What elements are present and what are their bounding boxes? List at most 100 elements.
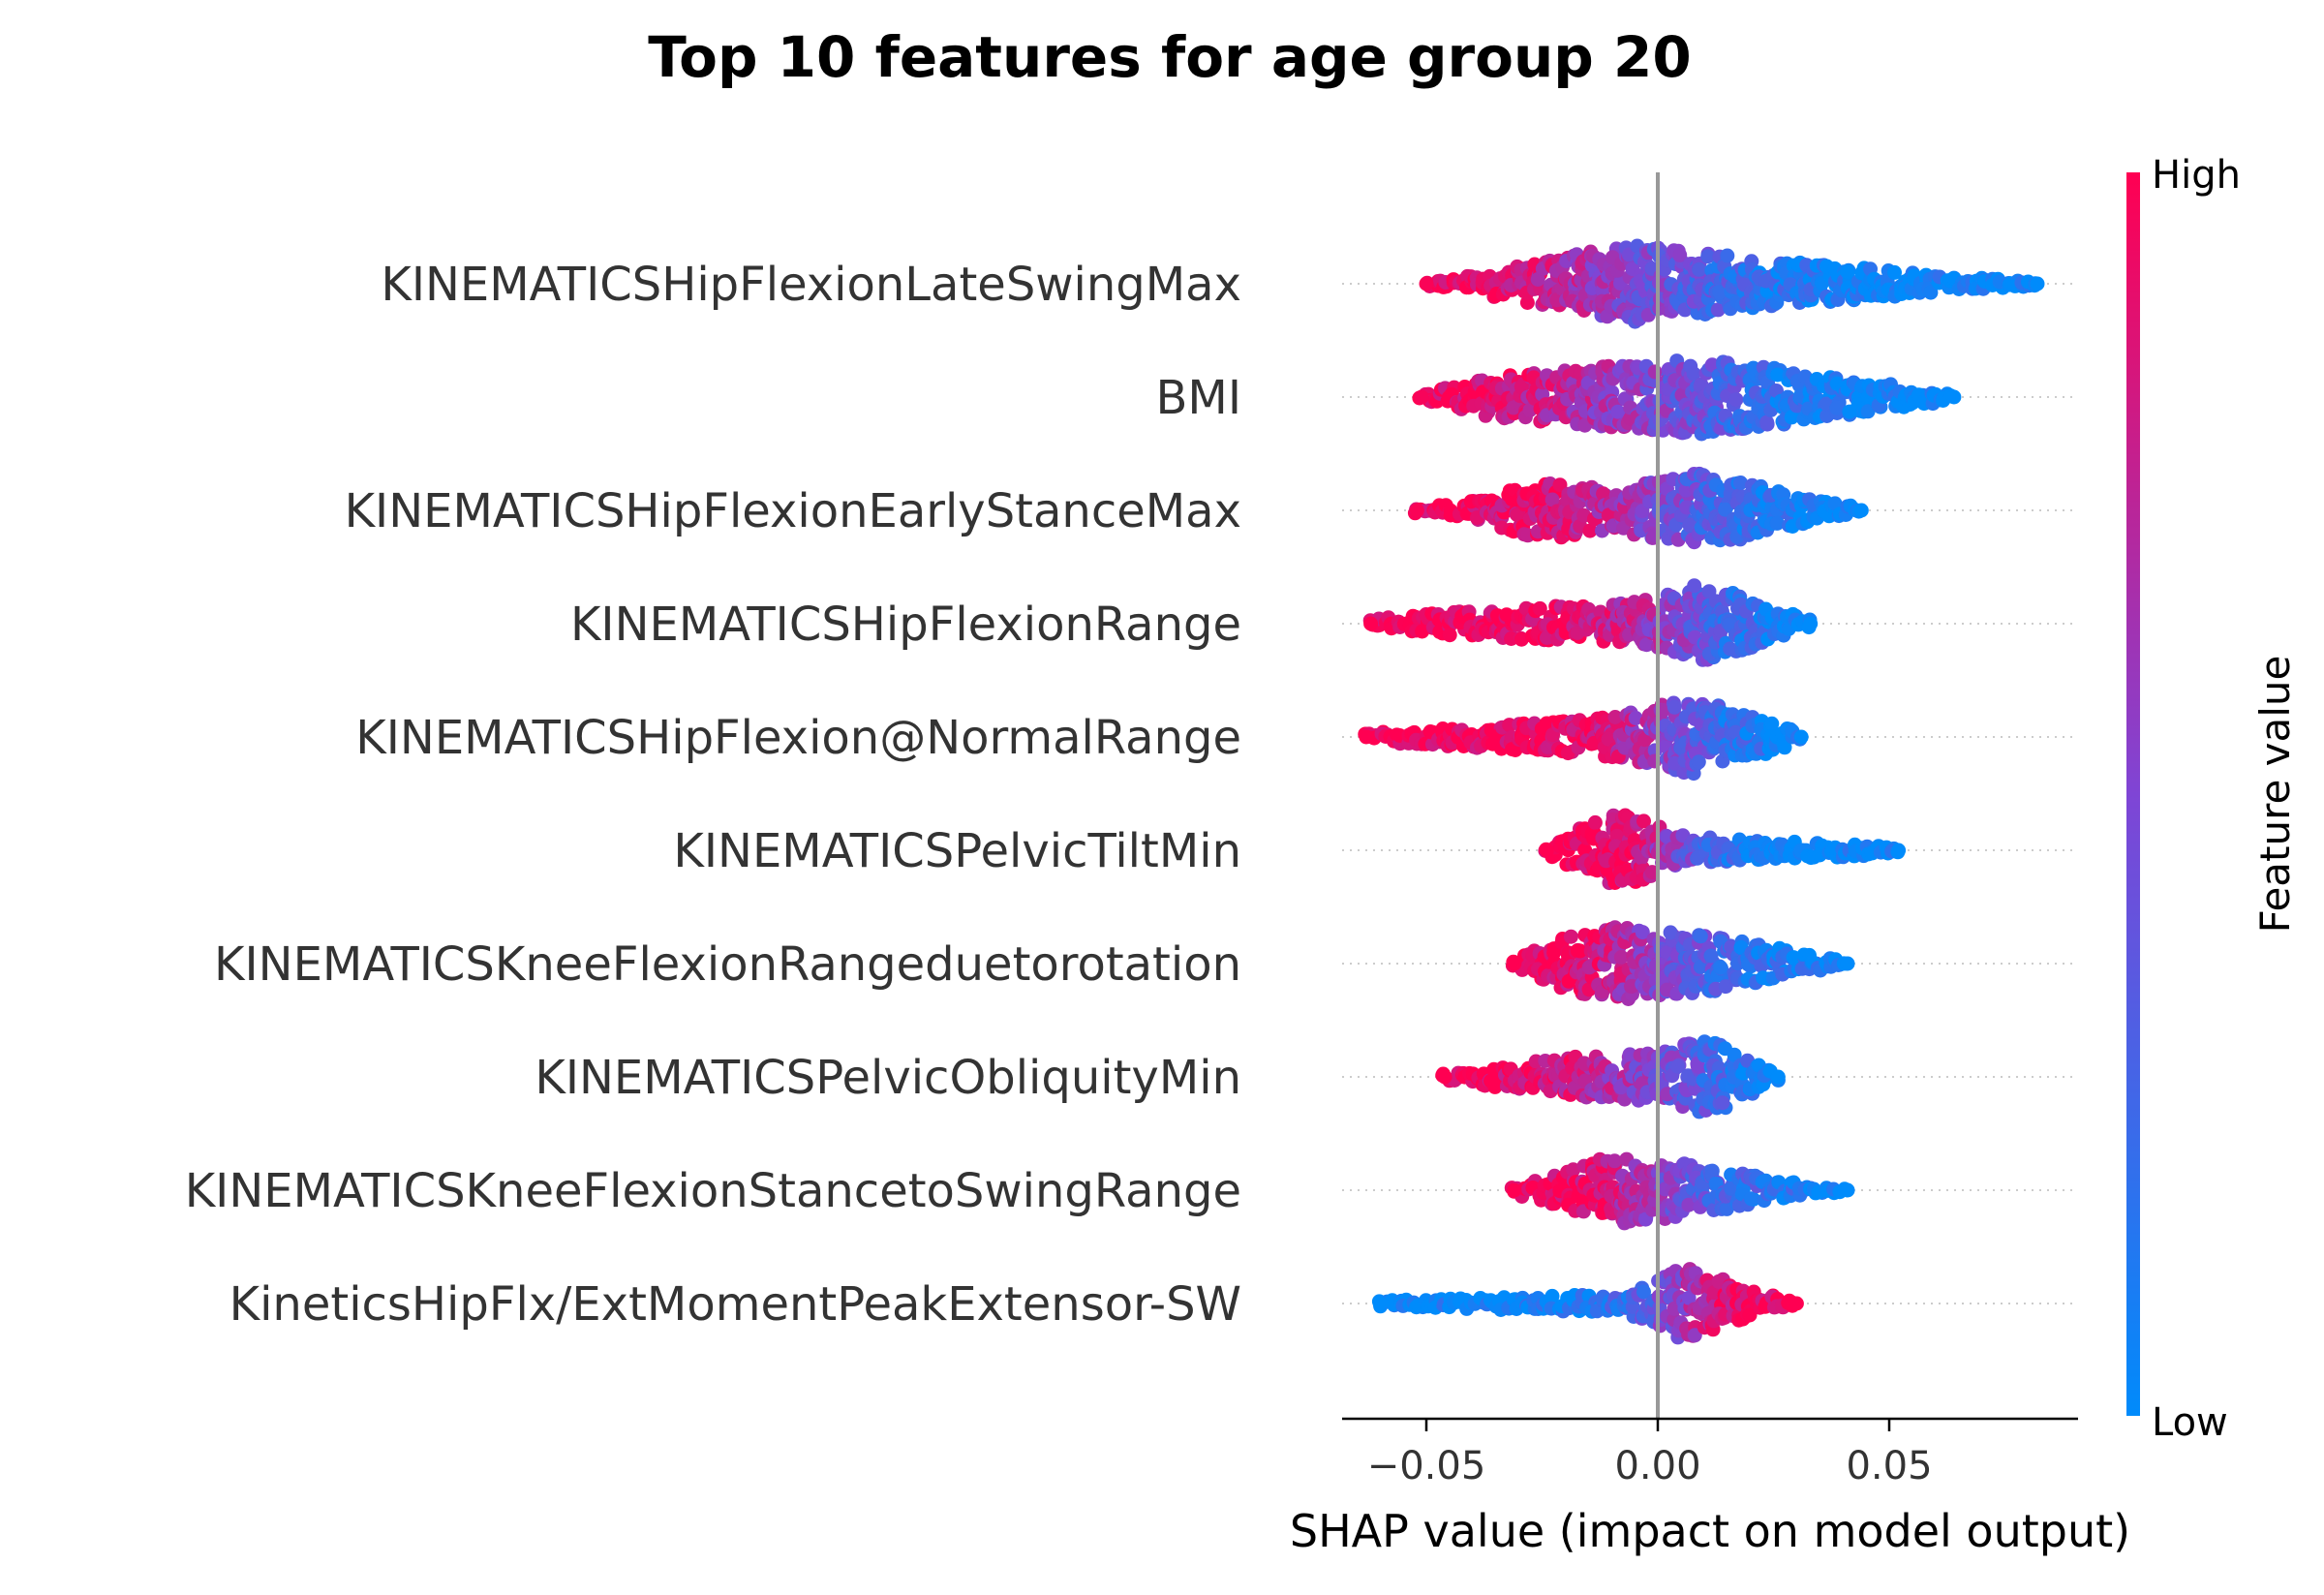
shap-point: [1419, 276, 1434, 291]
shap-point: [1544, 492, 1560, 507]
shap-point: [1359, 729, 1374, 745]
shap-point: [1700, 249, 1716, 264]
shap-point: [1610, 404, 1626, 419]
shap-point: [1672, 247, 1688, 262]
shap-point: [1507, 1182, 1522, 1198]
shap-point: [1887, 264, 1902, 280]
shap-point: [1713, 960, 1728, 975]
shap-point: [1636, 813, 1651, 829]
shap-point: [1414, 389, 1429, 405]
shap-point: [1789, 1296, 1804, 1311]
feature-label: KineticsHipFlx/ExtMomentPeakExtensor-SW: [229, 1277, 1241, 1332]
x-axis-label: SHAP value (impact on model output): [1290, 1505, 2130, 1557]
shap-point: [1587, 814, 1603, 830]
feature-label: KINEMATICSHipFlexion@NormalRange: [355, 711, 1241, 765]
shap-point: [1693, 929, 1708, 944]
shap-point: [1663, 925, 1678, 940]
shap-point: [1552, 477, 1568, 493]
shap-point: [1724, 1181, 1739, 1196]
shap-point: [1637, 732, 1653, 748]
feature-label: KINEMATICSPelvicTiltMin: [673, 824, 1241, 878]
shap-point: [1744, 1191, 1758, 1207]
shap-point: [1628, 711, 1643, 725]
shap-point: [1539, 843, 1554, 858]
shap-point: [1829, 400, 1845, 415]
feature-points: [1419, 238, 2045, 329]
shap-point: [1769, 515, 1785, 531]
shap-point: [1409, 503, 1424, 518]
shap-point: [1691, 754, 1706, 770]
shap-point: [1718, 502, 1733, 517]
feature-points: [1358, 695, 1809, 782]
shap-point: [1710, 302, 1726, 318]
shap-point: [1667, 699, 1682, 715]
shap-point: [1703, 948, 1719, 964]
feature-points: [1504, 1151, 1855, 1231]
colorbar-high-label: High: [2152, 153, 2241, 198]
shap-point: [1544, 1288, 1560, 1304]
feature-points: [1435, 1034, 1786, 1120]
feature-label: KINEMATICSHipFlexionRange: [570, 598, 1241, 652]
feature-label: KINEMATICSPelvicObliquityMin: [535, 1051, 1241, 1105]
shap-point: [1573, 943, 1588, 959]
x-axis-ticks: −0.05 0.00 0.05: [1367, 1419, 1933, 1488]
shap-point: [1728, 392, 1744, 408]
shap-point: [1566, 1162, 1581, 1178]
shap-point: [1681, 1197, 1697, 1212]
shap-point: [1624, 979, 1638, 995]
shap-point: [2030, 276, 2045, 291]
shap-point: [1687, 578, 1702, 594]
shap-point: [1759, 414, 1775, 430]
shap-point: [1372, 1296, 1388, 1311]
shap-point: [1636, 1284, 1651, 1300]
shap-point: [1712, 285, 1728, 300]
shap-point: [1647, 364, 1663, 380]
shap-point: [1601, 731, 1616, 747]
shap-point: [1718, 979, 1733, 995]
shap-point: [1923, 285, 1939, 300]
shap-point: [1853, 503, 1869, 518]
shap-point: [1704, 357, 1720, 373]
shap-point: [1720, 248, 1735, 263]
colorbar-title: Feature value: [2251, 656, 2299, 934]
shap-points: [1358, 238, 2045, 1345]
feature-points: [1412, 353, 1962, 442]
feature-label: KINEMATICSHipFlexionLateSwingMax: [381, 258, 1241, 312]
shap-point: [1770, 1069, 1786, 1085]
shap-point: [1715, 1095, 1730, 1111]
shap-point: [1639, 637, 1654, 653]
shap-point: [1644, 865, 1660, 880]
shap-point: [1723, 617, 1738, 632]
shap-point: [1692, 261, 1707, 277]
shap-point: [1606, 1153, 1622, 1169]
shap-point: [1727, 1047, 1742, 1062]
shap-point: [1563, 929, 1578, 944]
feature-label: BMI: [1156, 371, 1242, 425]
shap-point: [1363, 616, 1379, 631]
shap-point: [1437, 1069, 1452, 1085]
shap-point: [1532, 600, 1547, 616]
x-tick-label: 0.00: [1614, 1444, 1700, 1488]
shap-point: [1582, 523, 1598, 538]
shap-point: [1733, 475, 1748, 490]
shap-point: [1607, 710, 1623, 724]
shap-point: [1860, 404, 1876, 419]
shap-point: [1793, 729, 1809, 745]
x-tick-label: −0.05: [1367, 1444, 1486, 1488]
shap-point: [1784, 410, 1799, 425]
feature-label: KINEMATICSHipFlexionEarlyStanceMax: [345, 484, 1241, 538]
shap-point: [1522, 403, 1538, 417]
feature-points: [1538, 808, 1907, 891]
feature-rows: KINEMATICSHipFlexionLateSwingMax BMI KINEM…: [185, 258, 2078, 1332]
shap-point: [1686, 366, 1701, 382]
colorbar-low-label: Low: [2152, 1400, 2228, 1445]
feature-points: [1505, 920, 1855, 1006]
shap-point: [1840, 956, 1855, 971]
shap-point: [1840, 264, 1855, 280]
feature-label: KINEMATICSKneeFlexionStancetoSwingRange: [185, 1164, 1241, 1218]
feature-points: [1407, 466, 1869, 550]
shap-point: [1742, 1307, 1758, 1323]
feature-points: [1362, 578, 1819, 667]
shap-point: [1442, 628, 1457, 643]
